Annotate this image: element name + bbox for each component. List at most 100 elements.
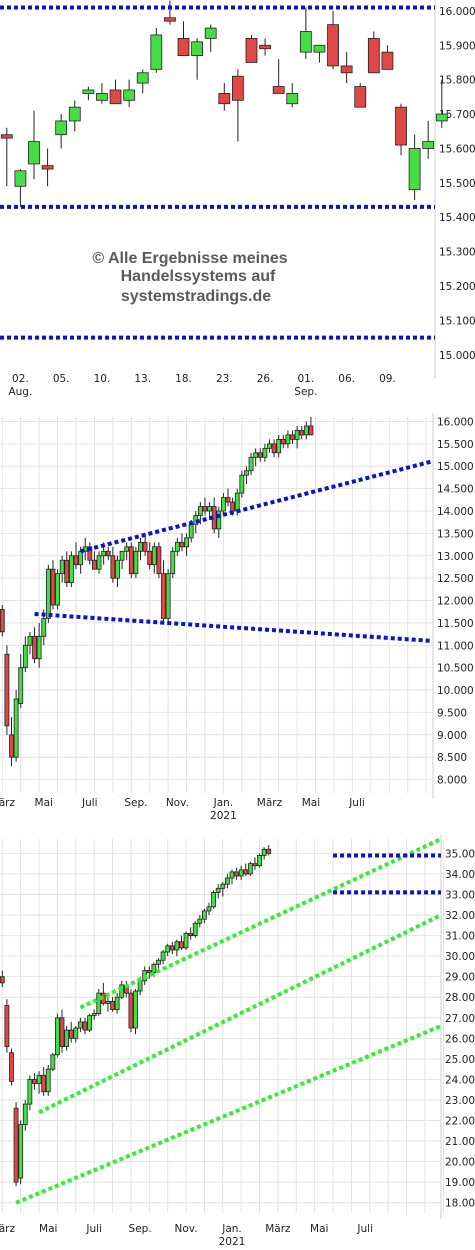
candle-up xyxy=(101,550,107,557)
candle-up xyxy=(13,698,19,758)
candle-down xyxy=(225,497,231,503)
candle-up xyxy=(239,474,245,494)
watermark-line-1: © Alle Ergebnisse meines xyxy=(92,250,287,267)
candle-up xyxy=(229,871,235,879)
x-tick-label: Juli xyxy=(81,797,98,809)
y-tick-label: 15.500 xyxy=(439,178,475,190)
y-tick-label: 15.600 xyxy=(439,143,475,155)
y-tick-label: 30.000 xyxy=(445,951,475,963)
candle-up xyxy=(133,550,139,575)
candle-down xyxy=(395,106,407,146)
chart-daily-panel: 8.000 8.500 9.000 9.500 10.000 10.500 11.000 11… xyxy=(0,413,474,822)
candle-up xyxy=(170,550,176,575)
candle-up xyxy=(27,1079,33,1105)
candle-up xyxy=(28,141,40,165)
candle-down xyxy=(280,438,286,445)
y-tick-label: 10.500 xyxy=(437,663,474,675)
candle-down xyxy=(82,1021,88,1031)
candle-up xyxy=(262,447,268,458)
candle-up xyxy=(197,506,203,516)
candle-down xyxy=(230,501,236,512)
candle-down xyxy=(9,1052,14,1082)
candle-up xyxy=(215,887,221,893)
candle-up xyxy=(115,559,120,579)
candle-down xyxy=(32,635,37,660)
y-tick-label: 31.000 xyxy=(445,931,475,943)
candle-down xyxy=(367,37,380,74)
candle-down xyxy=(290,434,295,440)
candle-down xyxy=(218,93,231,105)
x-tick-label: Mai xyxy=(35,797,53,809)
candle-up xyxy=(286,93,299,105)
y-tick-label: 16.000 xyxy=(437,416,474,428)
candle-up xyxy=(267,443,272,449)
x-tick-label: Mai xyxy=(310,1223,328,1235)
candle-up xyxy=(247,863,253,875)
y-tick-label: 26.000 xyxy=(445,1033,475,1045)
x-tick-label: 01. xyxy=(298,373,315,385)
x-tick-label: Mai xyxy=(39,1223,57,1235)
candle-down xyxy=(4,1005,10,1047)
x-tick-sublabel: Aug. xyxy=(8,386,32,398)
x-tick-label: 23. xyxy=(216,373,233,385)
y-tick-label: 8.500 xyxy=(437,752,467,764)
candle-up xyxy=(221,497,226,512)
trend-channel-line xyxy=(38,913,442,1115)
chart-index-panel: 18.000 19.000 20.000 21.000 22.000 23.000 24.0… xyxy=(0,835,475,1248)
y-tick-label: 14.500 xyxy=(437,484,474,496)
candle-up xyxy=(151,546,157,566)
y-tick-label: 13.000 xyxy=(437,551,474,563)
candle-down xyxy=(164,17,176,22)
candle-up xyxy=(211,892,217,908)
candle-down xyxy=(340,65,353,74)
candle-down xyxy=(259,44,271,50)
candle-down xyxy=(252,863,258,867)
candle-up xyxy=(78,550,84,566)
candle-down xyxy=(4,653,10,727)
candle-down xyxy=(161,573,166,619)
candle-up xyxy=(105,1000,111,1004)
y-tick-label: 14.000 xyxy=(437,506,474,518)
candle-up xyxy=(234,492,240,512)
candle-up xyxy=(77,1021,83,1029)
y-tick-label: 11.500 xyxy=(437,618,474,630)
x-tick-label: Jan. xyxy=(213,797,234,809)
candle-up xyxy=(68,555,74,584)
candle-down xyxy=(308,425,314,436)
candle-down xyxy=(0,134,13,139)
chart-intraday-panel: 15.000 15.100 15.200 15.300 15.400 15.500 15.6… xyxy=(0,0,475,398)
candle-up xyxy=(96,93,108,101)
candle-up xyxy=(238,869,244,877)
candle-up xyxy=(202,910,207,920)
candle-up xyxy=(82,89,95,94)
candle-down xyxy=(0,976,5,984)
y-tick-label: 8.000 xyxy=(437,775,467,787)
y-tick-label: 15.800 xyxy=(439,75,475,87)
candle-up xyxy=(435,113,448,122)
candle-down xyxy=(64,559,70,584)
y-tick-label: 15.000 xyxy=(439,350,475,362)
candle-up xyxy=(188,524,194,539)
candle-up xyxy=(73,1027,79,1039)
candle-up xyxy=(36,1074,42,1084)
candle-up xyxy=(165,573,171,619)
y-tick-label: 9.500 xyxy=(437,707,467,719)
candle-up xyxy=(257,855,262,867)
candle-down xyxy=(266,848,272,854)
x-tick-label: 26. xyxy=(257,373,274,385)
candle-down xyxy=(41,165,54,170)
x-tick-sublabel: 2021 xyxy=(219,1236,246,1248)
y-tick-label: 18.000 xyxy=(445,1198,475,1210)
x-tick-sublabel: 2021 xyxy=(210,810,237,822)
trend-channel-line xyxy=(79,837,442,1010)
y-tick-label: 15.200 xyxy=(439,281,475,293)
candle-down xyxy=(354,86,367,108)
candle-up xyxy=(192,922,198,936)
candle-up xyxy=(18,1124,24,1179)
x-tick-label: Nov. xyxy=(175,1223,198,1235)
candle-down xyxy=(73,555,79,566)
candle-up xyxy=(136,72,149,84)
x-tick-label: 18. xyxy=(175,373,192,385)
candle-down xyxy=(179,541,185,548)
